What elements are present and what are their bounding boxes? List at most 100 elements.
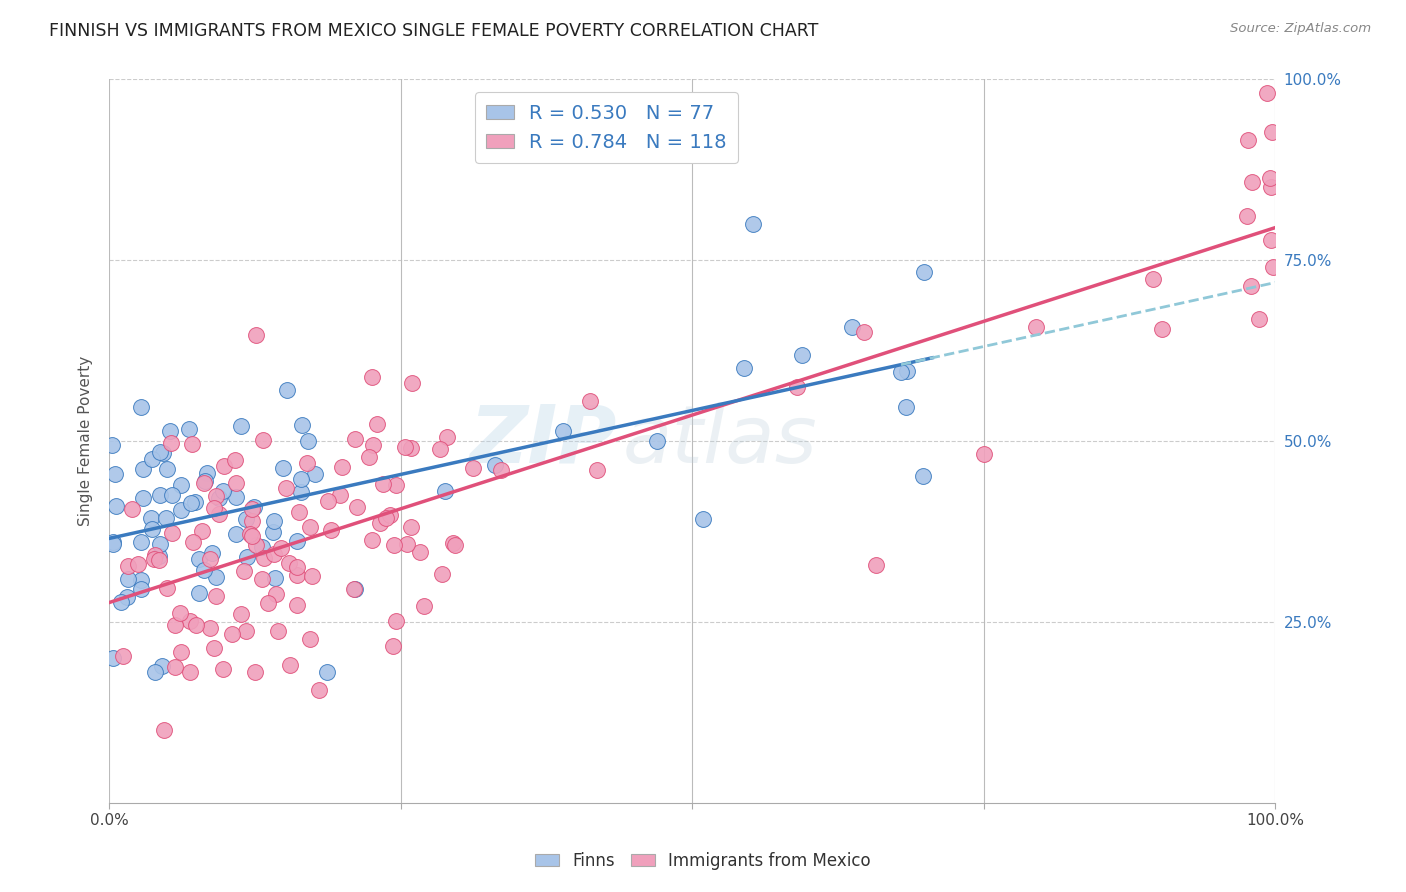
Point — [156, 581, 179, 595]
Point — [373, 476, 395, 491]
Point — [160, 488, 183, 502]
Point — [586, 463, 609, 477]
Point — [152, 723, 174, 738]
Point — [401, 376, 423, 391]
Point — [149, 536, 172, 550]
Point — [152, 446, 174, 460]
Point — [361, 370, 384, 384]
Point — [131, 491, 153, 505]
Point — [288, 505, 311, 519]
Point — [121, 502, 143, 516]
Point — [235, 512, 257, 526]
Text: Source: ZipAtlas.com: Source: ZipAtlas.com — [1230, 22, 1371, 36]
Point — [1237, 132, 1260, 146]
Point — [131, 535, 153, 549]
Point — [264, 587, 287, 601]
Point — [202, 500, 225, 515]
Point — [270, 541, 292, 555]
Point — [1236, 209, 1258, 223]
Point — [430, 567, 453, 582]
Point — [221, 627, 243, 641]
Point — [645, 434, 668, 448]
Point — [179, 614, 201, 628]
Point — [343, 582, 366, 596]
Point — [276, 383, 298, 397]
Point — [1260, 180, 1282, 194]
Point — [263, 547, 285, 561]
Point — [343, 582, 366, 596]
Point — [429, 442, 451, 457]
Point — [1152, 322, 1174, 336]
Point — [156, 462, 179, 476]
Point — [235, 624, 257, 638]
Point — [366, 417, 388, 431]
Point — [245, 327, 267, 342]
Point — [1025, 320, 1047, 334]
Point — [262, 525, 284, 540]
Point — [187, 585, 209, 599]
Point — [180, 436, 202, 450]
Point — [181, 535, 204, 549]
Point — [399, 519, 422, 533]
Point — [184, 618, 207, 632]
Point — [742, 217, 765, 231]
Point — [278, 658, 301, 673]
Point — [225, 476, 247, 491]
Point — [101, 537, 124, 551]
Point — [578, 393, 600, 408]
Point — [205, 489, 228, 503]
Point — [212, 458, 235, 473]
Point — [382, 640, 405, 654]
Point — [129, 573, 152, 587]
Point — [551, 424, 574, 438]
Point — [912, 265, 935, 279]
Point — [321, 523, 343, 537]
Point — [316, 665, 339, 680]
Point — [148, 553, 170, 567]
Point — [243, 665, 266, 680]
Point — [188, 552, 211, 566]
Point — [285, 599, 308, 613]
Point — [361, 533, 384, 548]
Point — [159, 424, 181, 438]
Point — [484, 458, 506, 472]
Point — [205, 570, 228, 584]
Text: atlas: atlas — [623, 401, 817, 480]
Point — [316, 494, 339, 508]
Point — [911, 469, 934, 483]
Point — [299, 632, 322, 646]
Point — [143, 548, 166, 562]
Point — [1240, 279, 1263, 293]
Point — [361, 438, 384, 452]
Point — [263, 571, 285, 585]
Point — [894, 400, 917, 414]
Point — [179, 665, 201, 680]
Point — [291, 418, 314, 433]
Point — [375, 511, 398, 525]
Point — [890, 365, 912, 379]
Point — [301, 569, 323, 583]
Point — [160, 526, 183, 541]
Point — [139, 511, 162, 525]
Point — [169, 502, 191, 516]
Point — [202, 640, 225, 655]
Point — [180, 496, 202, 510]
Point — [1241, 175, 1264, 189]
Point — [298, 520, 321, 534]
Point — [1247, 311, 1270, 326]
Point — [266, 624, 288, 639]
Point — [194, 474, 217, 488]
Point — [733, 360, 755, 375]
Point — [394, 440, 416, 454]
Point — [252, 433, 274, 447]
Point — [271, 461, 294, 475]
Point — [357, 450, 380, 464]
Point — [225, 527, 247, 541]
Point — [461, 461, 484, 475]
Point — [149, 444, 172, 458]
Point — [159, 436, 181, 450]
Point — [169, 606, 191, 620]
Point — [276, 482, 298, 496]
Point — [170, 645, 193, 659]
Point — [148, 549, 170, 563]
